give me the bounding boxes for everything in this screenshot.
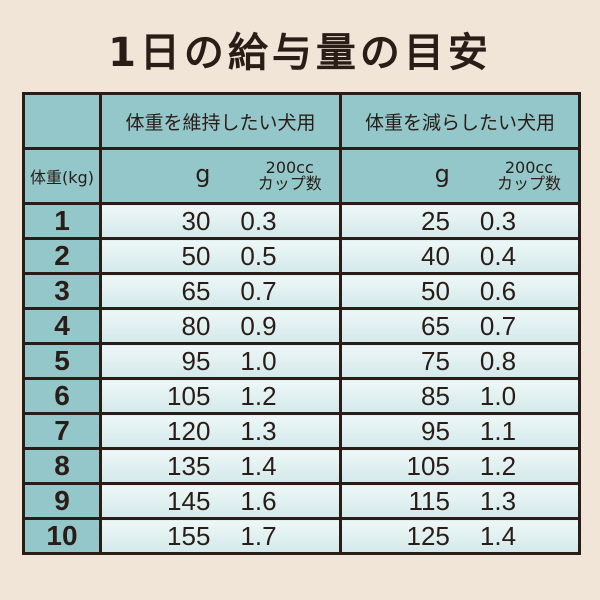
weight-cell: 6 xyxy=(22,377,102,415)
header-maintain: 体重を維持したい犬用 xyxy=(99,92,342,150)
maintain-grams: 145 xyxy=(167,485,211,516)
cup-top: 200cc xyxy=(265,158,314,177)
reduce-cups: 0.3 xyxy=(479,205,517,236)
table-row: 5 95 1.0 75 0.8 xyxy=(22,342,581,380)
reduce-grams: 95 xyxy=(420,415,450,446)
maintain-grams: 105 xyxy=(167,380,211,411)
weight-cell: 7 xyxy=(22,412,102,450)
maintain-grams: 135 xyxy=(167,450,211,481)
reduce-grams: 50 xyxy=(420,275,450,306)
maintain-cups: 0.7 xyxy=(240,275,277,306)
reduce-cell: 105 1.2 xyxy=(339,447,581,485)
maintain-cell: 30 0.3 xyxy=(99,202,342,240)
corner-cell xyxy=(22,92,102,150)
reduce-cups: 1.2 xyxy=(479,450,517,481)
maintain-grams: 155 xyxy=(167,520,211,551)
maintain-cell: 120 1.3 xyxy=(99,412,342,450)
weight-cell: 5 xyxy=(22,342,102,380)
reduce-cups: 1.3 xyxy=(479,485,517,516)
weight-cell: 3 xyxy=(22,272,102,310)
maintain-cups: 0.3 xyxy=(240,205,277,236)
weight-cell: 4 xyxy=(22,307,102,345)
cup-bottom: カップ数 xyxy=(257,174,322,193)
feeding-table: 体重を維持したい犬用 体重を減らしたい犬用 体重(kg) g 200cc カップ数 … xyxy=(22,92,581,555)
weight-cell: 2 xyxy=(22,237,102,275)
header-cup: 200cc カップ数 xyxy=(240,160,339,192)
maintain-grams: 65 xyxy=(181,275,211,306)
weight-cell: 8 xyxy=(22,447,102,485)
maintain-cups: 1.2 xyxy=(240,380,277,411)
header-row-units: 体重(kg) g 200cc カップ数 g 200cc カップ数 xyxy=(22,147,581,205)
cup-bottom: カップ数 xyxy=(496,174,561,193)
reduce-cell: 25 0.3 xyxy=(339,202,581,240)
header-reduce: 体重を減らしたい犬用 xyxy=(339,92,581,150)
maintain-grams: 50 xyxy=(181,240,211,271)
reduce-cups: 0.4 xyxy=(479,240,517,271)
reduce-cell: 75 0.8 xyxy=(339,342,581,380)
maintain-grams: 95 xyxy=(181,345,211,376)
table-row: 4 80 0.9 65 0.7 xyxy=(22,307,581,345)
maintain-cups: 1.0 xyxy=(240,345,277,376)
reduce-cups: 1.4 xyxy=(479,520,517,551)
table-row: 8 135 1.4 105 1.2 xyxy=(22,447,581,485)
table-row: 7 120 1.3 95 1.1 xyxy=(22,412,581,450)
page-title: 1日の給与量の目安 xyxy=(108,30,492,76)
table-row: 3 65 0.7 50 0.6 xyxy=(22,272,581,310)
header-row-groups: 体重を維持したい犬用 体重を減らしたい犬用 xyxy=(22,92,581,150)
reduce-cups: 0.6 xyxy=(479,275,517,306)
reduce-cell: 125 1.4 xyxy=(339,517,581,555)
reduce-cups: 0.7 xyxy=(479,310,517,341)
maintain-cell: 105 1.2 xyxy=(99,377,342,415)
reduce-cell: 115 1.3 xyxy=(339,482,581,520)
reduce-cups: 1.0 xyxy=(479,380,517,411)
weight-cell: 9 xyxy=(22,482,102,520)
maintain-cell: 135 1.4 xyxy=(99,447,342,485)
maintain-cups: 1.6 xyxy=(240,485,277,516)
reduce-cups: 0.8 xyxy=(479,345,517,376)
maintain-grams: 120 xyxy=(167,415,211,446)
reduce-grams: 115 xyxy=(408,485,450,516)
weight-cell: 1 xyxy=(22,202,102,240)
table-row: 1 30 0.3 25 0.3 xyxy=(22,202,581,240)
reduce-grams: 75 xyxy=(420,345,450,376)
reduce-grams: 85 xyxy=(420,380,450,411)
reduce-grams: 105 xyxy=(406,450,450,481)
cup-top: 200cc xyxy=(504,158,554,177)
reduce-cell: 40 0.4 xyxy=(339,237,581,275)
maintain-cell: 155 1.7 xyxy=(99,517,342,555)
reduce-cell: 95 1.1 xyxy=(339,412,581,450)
table-row: 10 155 1.7 125 1.4 xyxy=(22,517,581,555)
table-row: 9 145 1.6 115 1.3 xyxy=(22,482,581,520)
maintain-cups: 1.3 xyxy=(240,415,277,446)
reduce-grams: 40 xyxy=(420,240,450,271)
reduce-grams: 65 xyxy=(420,310,450,341)
maintain-cell: 65 0.7 xyxy=(99,272,342,310)
maintain-cups: 0.5 xyxy=(240,240,277,271)
weight-cell: 10 xyxy=(22,517,102,555)
maintain-cups: 1.4 xyxy=(240,450,277,481)
header-reduce-units: g 200cc カップ数 xyxy=(339,147,581,205)
table-row: 6 105 1.2 85 1.0 xyxy=(22,377,581,415)
maintain-cups: 1.7 xyxy=(240,520,277,551)
reduce-cell: 50 0.6 xyxy=(339,272,581,310)
table-row: 2 50 0.5 40 0.4 xyxy=(22,237,581,275)
header-maintain-units: g 200cc カップ数 xyxy=(99,147,342,205)
maintain-cups: 0.9 xyxy=(240,310,277,341)
reduce-grams: 25 xyxy=(420,205,450,236)
reduce-cups: 1.1 xyxy=(479,415,517,446)
reduce-cell: 65 0.7 xyxy=(339,307,581,345)
maintain-cell: 50 0.5 xyxy=(99,237,342,275)
reduce-grams: 125 xyxy=(406,520,450,551)
maintain-grams: 30 xyxy=(181,205,211,236)
maintain-cell: 80 0.9 xyxy=(99,307,342,345)
header-cup: 200cc カップ数 xyxy=(480,160,578,192)
header-weight: 体重(kg) xyxy=(22,147,102,205)
reduce-cell: 85 1.0 xyxy=(339,377,581,415)
header-grams: g xyxy=(434,160,450,188)
maintain-cell: 145 1.6 xyxy=(99,482,342,520)
maintain-cell: 95 1.0 xyxy=(99,342,342,380)
maintain-grams: 80 xyxy=(181,310,211,341)
header-grams: g xyxy=(195,160,211,188)
